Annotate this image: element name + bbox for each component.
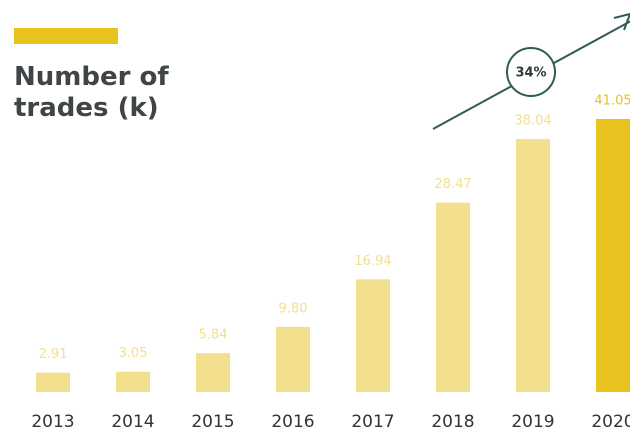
x-tick-label: 2013 [31, 412, 74, 432]
bar [276, 326, 310, 392]
value-label: 28.47 [434, 177, 471, 192]
x-tick-label: 2020 [591, 412, 630, 432]
x-tick-label: 2014 [111, 412, 154, 432]
x-tick-label: 2017 [351, 412, 394, 432]
bar [436, 202, 470, 392]
value-label: 16.94 [354, 254, 391, 269]
value-label: 2.91 [39, 347, 68, 362]
value-label: 3.05 [119, 346, 148, 361]
value-label: 41.05 [594, 94, 630, 109]
x-tick-label: 2019 [511, 412, 554, 432]
annotation-circle [506, 47, 556, 97]
bar [116, 371, 150, 392]
bar [516, 139, 550, 392]
x-tick-label: 2018 [431, 412, 474, 432]
chart-title: Number of trades (k) [14, 62, 169, 123]
x-tick-label: 2016 [271, 412, 314, 432]
x-tick-label: 2015 [191, 412, 234, 432]
value-label: 38.04 [514, 114, 551, 129]
value-label: 5.84 [199, 328, 228, 343]
value-label: 9.80 [279, 301, 308, 316]
bar [356, 279, 390, 392]
bar [36, 372, 70, 392]
annotation: 34% [515, 66, 546, 81]
arrow-head [613, 12, 630, 31]
bar [596, 119, 630, 392]
bar [196, 353, 230, 392]
accent-bar [14, 28, 118, 44]
